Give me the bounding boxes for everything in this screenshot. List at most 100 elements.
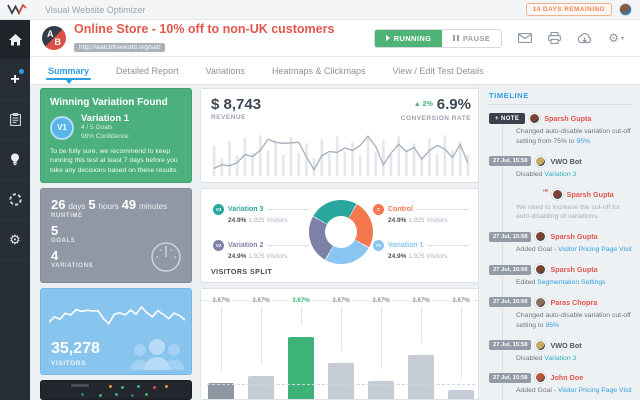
print-button[interactable] (548, 32, 562, 44)
add-note-button[interactable]: + NOTE (489, 113, 526, 124)
app-name: Visual Website Optimizer (45, 4, 146, 15)
heatmap-preview-card[interactable] (40, 380, 192, 400)
timeline-timestamp: 27 Jul, 15:58 (489, 264, 532, 275)
baseline-dashed-line (207, 384, 475, 385)
timeline-item: ““ Sparsh Gupta We need to increase the cu… (489, 188, 632, 223)
running-button[interactable]: RUNNING (374, 29, 443, 47)
tab-summary[interactable]: Summary (45, 57, 92, 84)
bar-connector-line (221, 306, 222, 371)
timeline-author: VWO Bot (550, 340, 582, 350)
bar-connector-line (341, 306, 342, 351)
settings-menu-button[interactable]: ⚙ ▾ (608, 32, 624, 44)
tab-bar: Summary Detailed Report Variations Heatm… (30, 57, 640, 85)
people-icon (130, 339, 184, 370)
ab-letter-a: A (47, 29, 54, 39)
bar-connector-line (381, 306, 382, 369)
sidebar-item-reports[interactable] (0, 100, 30, 140)
timeline-item: 27 Jul, 15:58 Paras Chopra Changed auto-di… (489, 296, 632, 331)
bar-column (321, 306, 361, 399)
status-toggle: RUNNING PAUSE (373, 28, 503, 48)
days-remaining-badge: 14 DAYS REMAINING (525, 3, 612, 16)
bar-label-cell: 3.67% (201, 294, 241, 306)
revenue-card: $ 8,743 REVENUE ▲ 2% 6.9% CONVERSION RATE (200, 88, 482, 183)
legend-pct: 24.9% (388, 252, 407, 260)
heatmap-dot (165, 385, 168, 388)
bar-column (361, 306, 401, 399)
timeline-list: + NOTE Sparsh Gupta Changed auto-disable v… (489, 113, 632, 400)
visitors-split-label: VISITORS SPLIT (211, 269, 273, 276)
timeline-item: 27 Jul, 15:58 VWO Bot Disabled Variation 3 (489, 155, 632, 180)
chevron-down-icon: ▾ (620, 35, 624, 42)
heatmap-dot (145, 393, 148, 396)
bar (448, 390, 474, 399)
timeline-link[interactable]: Visitor Pricing Page Visit (557, 246, 632, 254)
bar-label-cell: 3.67% (361, 294, 401, 306)
export-button[interactable] (577, 32, 592, 44)
timeline-text: Changed auto-disable variation cut-off s… (516, 311, 631, 329)
visitors-sparkline (49, 305, 185, 325)
timeline-rail (502, 113, 503, 400)
visitors-label: VISITORS (51, 360, 87, 367)
timeline-link[interactable]: Segmentation Settings (537, 279, 606, 287)
pause-button[interactable]: PAUSE (442, 29, 502, 47)
test-url-badge: http://watchtheworld.org/sat/ (74, 43, 166, 52)
bar-label: 3.67% (209, 296, 233, 304)
sidebar: + ⚙ (0, 20, 30, 400)
timeline-author: Sparsh Gupta (550, 232, 598, 242)
timeline-link[interactable]: Variation 3 (544, 170, 577, 178)
bar-label-cell: 3.67% (281, 294, 321, 306)
sidebar-item-ideas[interactable] (0, 140, 30, 180)
avatar (535, 339, 547, 351)
printer-icon (548, 32, 562, 44)
legend-name: Variation 1 (388, 241, 424, 249)
bar-column (241, 306, 281, 399)
bar-label: 3.67% (409, 296, 433, 304)
conversion-label: CONVERSION RATE (400, 115, 471, 122)
winner-confidence: 98% Confidence (81, 132, 129, 140)
revenue-value: $ 8,743 (211, 96, 262, 113)
legend-visitors: 1,925 Visitors (408, 252, 448, 260)
tab-heatmaps[interactable]: Heatmaps & Clickmaps (271, 65, 366, 76)
test-title: Online Store - 10% off to non-UK custome… (74, 22, 335, 36)
sidebar-item-settings[interactable]: ⚙ (0, 220, 30, 260)
avatar (535, 155, 547, 167)
timeline-author: Paras Chopra (550, 297, 598, 307)
legend-item: C Control 24.9% 1,925 Visitors (373, 203, 469, 224)
timeline-link[interactable]: Variation 3 (544, 354, 577, 362)
bar (288, 337, 314, 399)
timeline-body: Added Goal - Visitor Pricing Page Visit (516, 386, 632, 396)
bar (208, 383, 234, 399)
revenue-label: REVENUE (211, 114, 246, 121)
timeline-link[interactable]: Visitor Pricing Page Visit (557, 387, 632, 395)
sidebar-item-home[interactable] (0, 20, 30, 60)
heatmap-url-bar (71, 384, 89, 387)
runtime-days: 26 (51, 197, 66, 212)
visitors-split-donut (309, 199, 373, 264)
bar-label: 3.67% (449, 296, 473, 304)
timeline-link[interactable]: 95% (545, 321, 560, 329)
heatmap-dot (109, 385, 112, 388)
avatar (551, 188, 563, 200)
tab-variations[interactable]: Variations (205, 65, 245, 76)
legend-pct: 24.9% (388, 216, 407, 224)
legend-connector (267, 208, 309, 210)
timeline-body: Edited Segmentation Settings (516, 278, 632, 288)
bar-column (441, 306, 481, 399)
runtime-days-unit: days (68, 202, 86, 211)
clipboard-icon (9, 113, 21, 126)
bar (248, 376, 274, 399)
timeline-link[interactable]: 95% (576, 137, 591, 145)
heatmap-dot (99, 394, 102, 397)
heatmap-dot (115, 393, 118, 396)
user-avatar[interactable] (619, 3, 632, 16)
test-header: A B Online Store - 10% off to non-UK cus… (30, 20, 640, 57)
heatmap-dot (153, 386, 156, 389)
tab-detailed-report[interactable]: Detailed Report (116, 65, 179, 76)
tab-edit-test-details[interactable]: View / Edit Test Details (392, 65, 484, 76)
sidebar-item-create[interactable]: + (0, 60, 30, 100)
email-report-button[interactable] (518, 33, 533, 43)
sidebar-item-help[interactable] (0, 180, 30, 220)
heatmap-dot (137, 385, 140, 388)
bar-label: 3.67% (329, 296, 353, 304)
legend-visitors: 1,925 Visitors (248, 216, 288, 224)
